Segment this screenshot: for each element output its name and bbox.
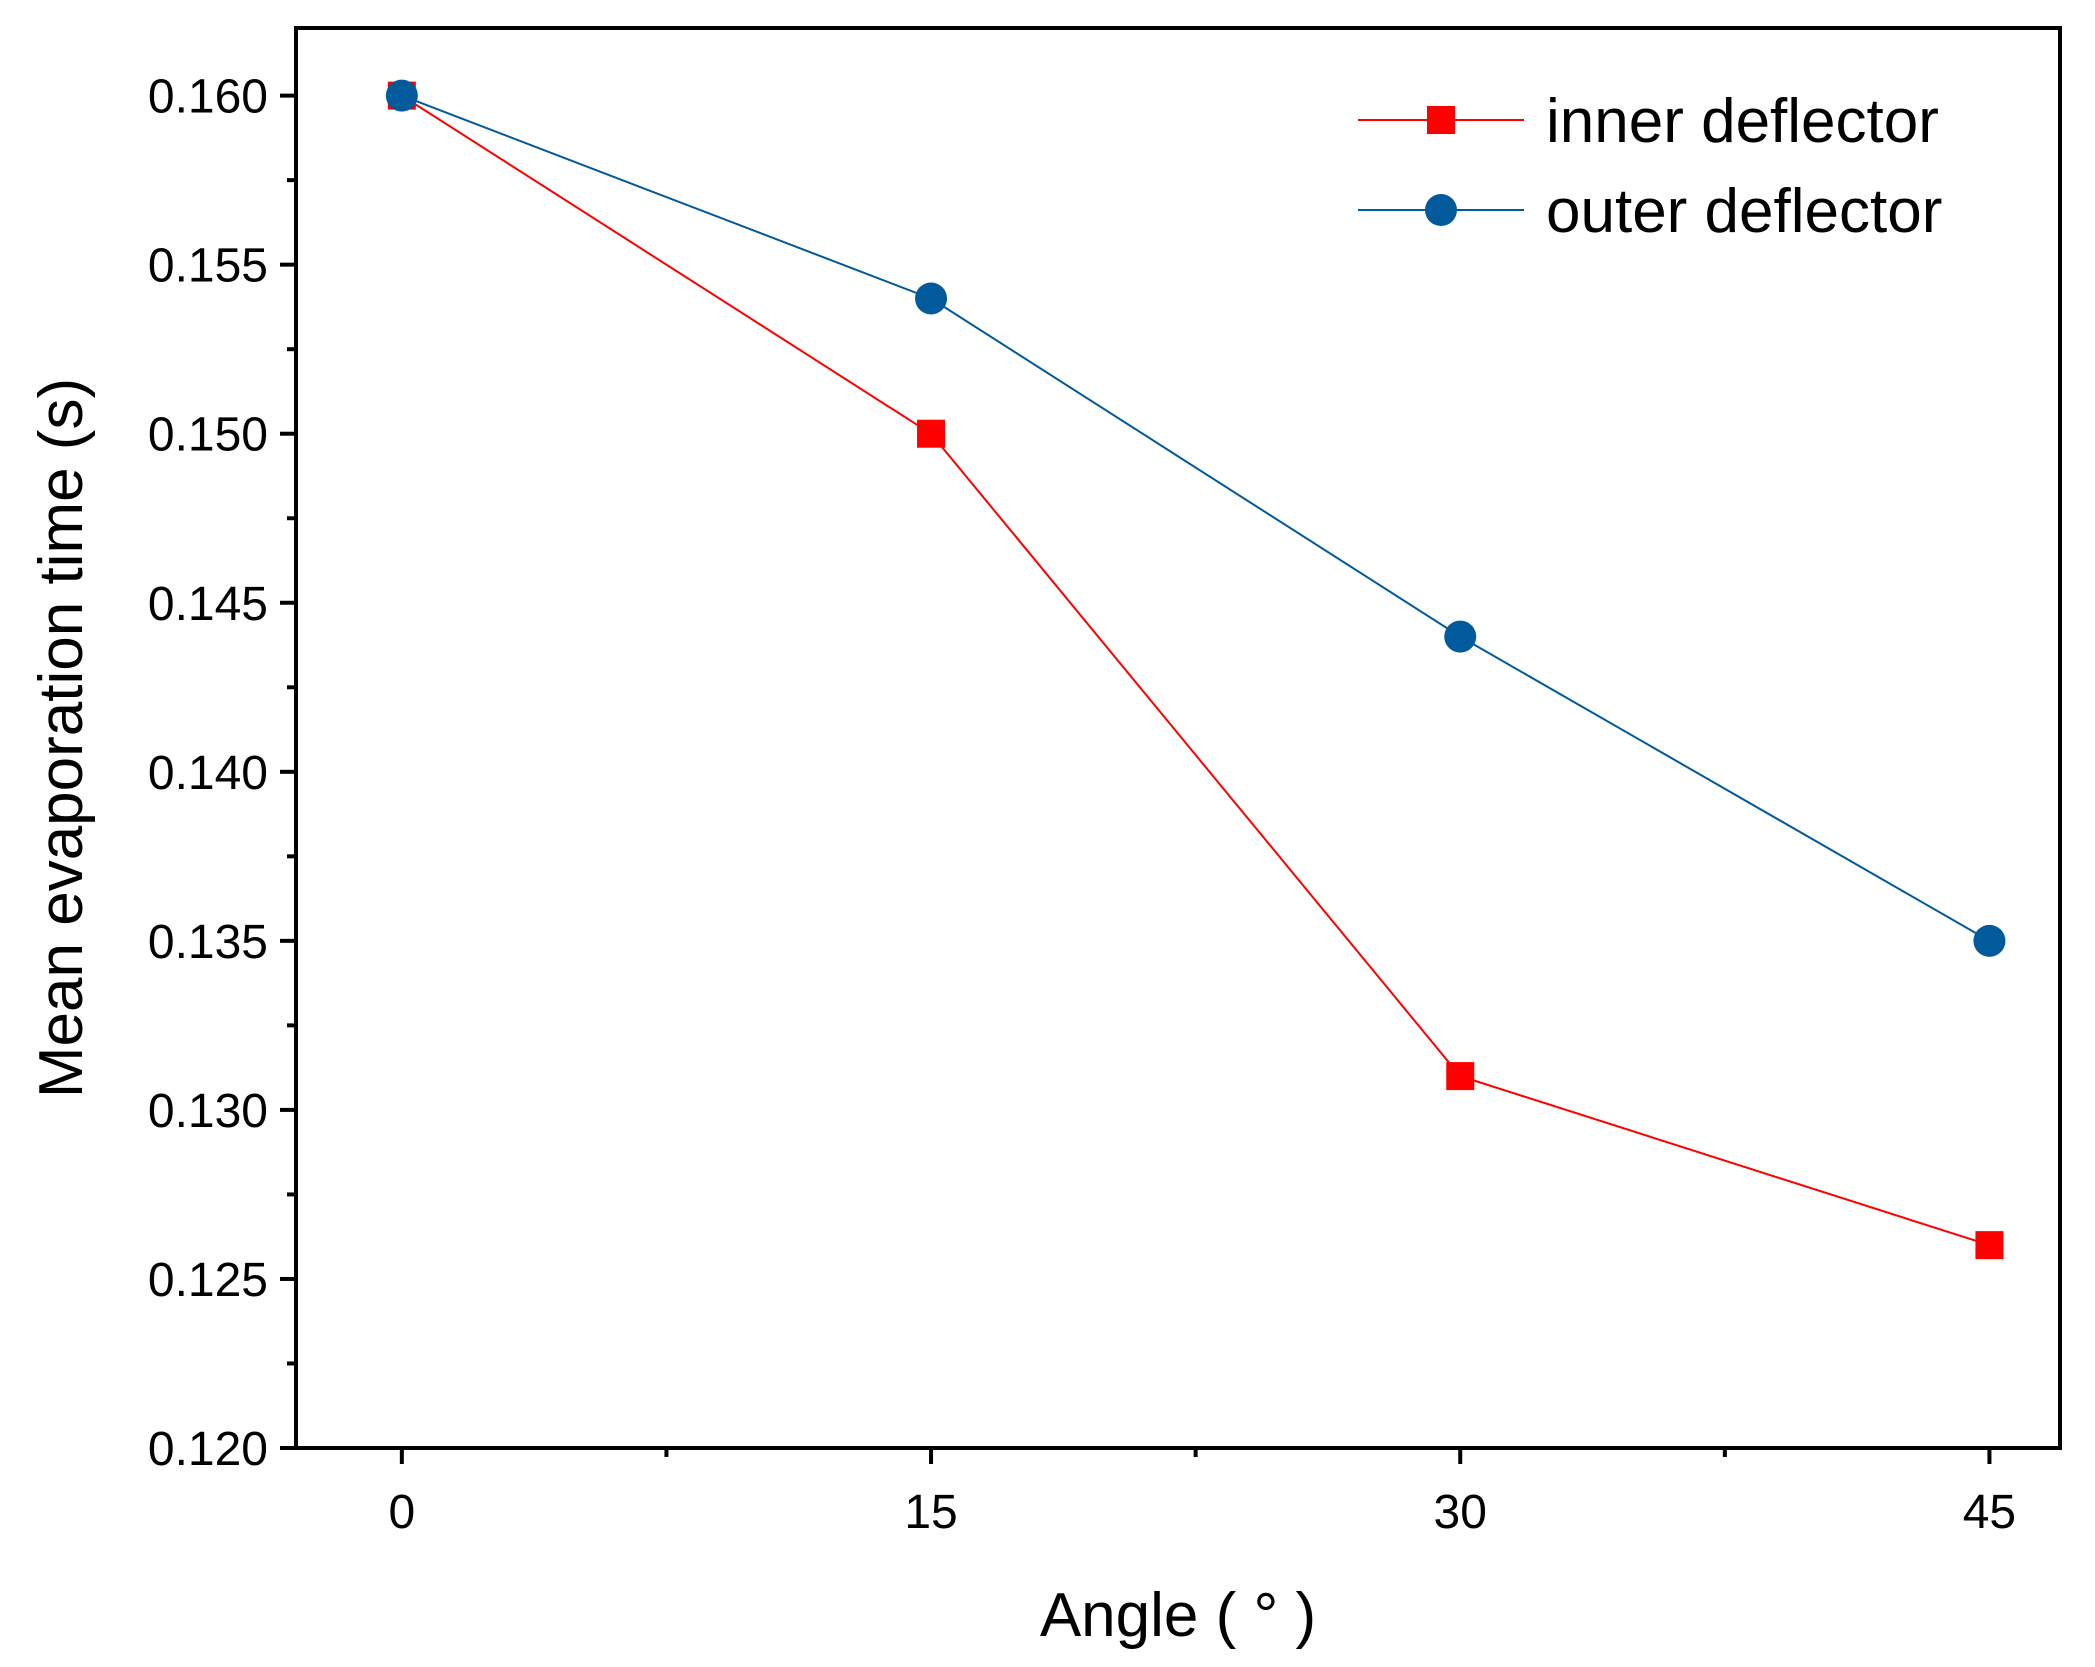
data-point-series-1 [1446,1062,1475,1091]
y-tick-label: 0.130 [148,1085,268,1138]
x-tick-label: 15 [904,1486,957,1539]
y-axis-title: Mean evaporation time (s) [27,378,96,1098]
legend-marker-2 [1425,194,1457,226]
x-tick-label: 0 [388,1486,415,1539]
y-axis: 0.120 0.125 0.130 0.135 0.140 0.145 0.150 0.155… [148,71,296,1476]
series-line-2 [401,94,1990,942]
series-line-1 [401,94,1990,1247]
y-tick-label: 0.140 [148,747,268,800]
legend: inner deflector outer deflector [1358,87,1942,246]
series-layer [385,79,2006,1260]
data-point-series-2 [915,282,948,315]
legend-marker-1 [1427,106,1455,134]
legend-label-2: outer deflector [1546,177,1942,246]
x-tick-label: 30 [1434,1486,1487,1539]
data-point-series-2 [1444,620,1477,653]
x-tick-label: 45 [1963,1486,2016,1539]
x-axis-title: Angle ( ° ) [1040,1581,1316,1650]
y-tick-label: 0.155 [148,240,268,293]
y-tick-label: 0.125 [148,1254,268,1307]
data-point-series-1 [917,419,946,448]
data-point-series-2 [1973,924,2006,957]
legend-label-1: inner deflector [1546,87,1939,156]
y-tick-label: 0.150 [148,409,268,462]
plot-frame [294,26,2062,1450]
y-tick-label: 0.160 [148,71,268,124]
data-point-series-2 [385,79,418,112]
x-axis: 0 15 30 45 [388,1448,2016,1539]
y-tick-label: 0.145 [148,578,268,631]
y-tick-label: 0.120 [148,1423,268,1476]
y-tick-label: 0.135 [148,916,268,969]
data-point-series-1 [1975,1231,2004,1260]
